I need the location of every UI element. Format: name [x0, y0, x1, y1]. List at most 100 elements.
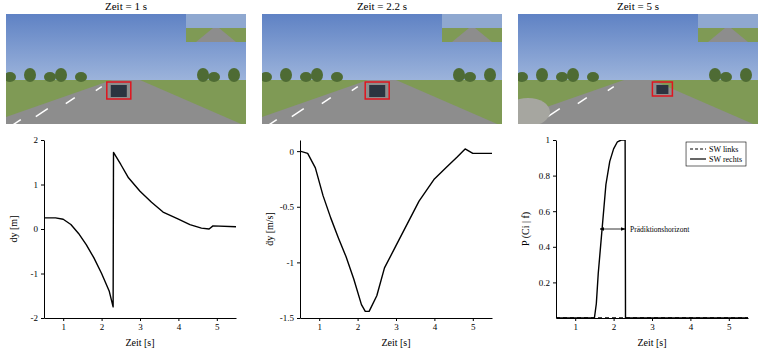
y-tick-mark	[297, 151, 300, 152]
x-tick-label: 4	[433, 322, 438, 332]
y-tick: -1	[287, 258, 301, 268]
x-tick-label: 1	[317, 322, 322, 332]
y-axis-title: dy [m]	[8, 216, 19, 243]
inset-sky	[442, 14, 502, 28]
scene-image	[518, 14, 758, 124]
lane-mark	[6, 120, 21, 124]
x-tick: 1	[61, 318, 65, 332]
tree	[567, 68, 579, 82]
car	[111, 85, 127, 97]
y-axis: -1.5 -1 -0.5 0	[280, 141, 301, 324]
lane-mark	[96, 87, 102, 91]
y-tick-mark	[553, 247, 556, 248]
y-tick-mark	[297, 207, 300, 208]
annotation-arrow	[600, 229, 625, 230]
plot-area	[300, 149, 492, 311]
y-tick: 0	[290, 147, 301, 157]
y-tick-mark	[41, 274, 44, 275]
y-tick-label: 0.8	[539, 171, 551, 181]
y-tick-label: 1	[34, 180, 39, 190]
y-tick-label: -0.5	[280, 202, 295, 212]
y-tick-label: 0.2	[539, 278, 550, 288]
tree	[6, 72, 16, 82]
inset-sky	[698, 14, 758, 28]
y-tick-mark	[553, 140, 556, 141]
y-axis: -2 -1 0 1 2	[31, 135, 45, 323]
inset-road	[708, 28, 748, 42]
y-tick-label: 0.4	[539, 242, 551, 252]
inset-road	[452, 28, 492, 42]
x-tick-mark	[434, 318, 435, 321]
y-tick: 0.6	[539, 207, 556, 217]
tree	[300, 72, 312, 82]
tree	[331, 72, 343, 82]
x-tick-mark	[140, 318, 141, 321]
road	[6, 80, 241, 124]
x-tick: 5	[215, 318, 220, 332]
y-tick-label: -1.5	[280, 313, 295, 323]
tree	[24, 68, 36, 82]
scene-image	[262, 14, 502, 124]
y-tick: 1	[34, 180, 45, 190]
y-tick-label: 0.6	[539, 207, 551, 217]
y-tick: 1	[546, 135, 557, 145]
y-axis: 0.2 0.4 0.6 0.8 1	[539, 135, 557, 318]
inset-road	[196, 28, 236, 42]
x-tick: 2	[612, 318, 617, 332]
tree	[280, 68, 292, 82]
series-line	[300, 149, 492, 311]
detection-box	[107, 82, 131, 99]
series-line	[556, 140, 748, 318]
tree	[518, 72, 528, 82]
car	[369, 85, 385, 97]
x-tick: 4	[689, 318, 694, 332]
x-tick-label: 5	[727, 322, 732, 332]
x-tick: 4	[433, 318, 438, 332]
y-axis-line	[300, 141, 301, 319]
y-tick-label: -1	[31, 269, 39, 279]
lane-mark	[352, 87, 358, 91]
x-tick: 5	[727, 318, 732, 332]
y-tick-mark	[41, 185, 44, 186]
y-tick: 0.4	[539, 242, 556, 252]
y-tick-mark	[297, 262, 300, 263]
y-tick-mark	[41, 229, 44, 230]
y-tick-label: -1	[287, 258, 295, 268]
x-tick-mark	[102, 318, 103, 321]
y-tick-label: 0	[34, 224, 39, 234]
x-tick-mark	[178, 318, 179, 321]
detection-box	[652, 82, 672, 96]
y-axis-line	[556, 141, 557, 319]
legend-key	[690, 148, 706, 149]
legend-label: SW links	[709, 145, 738, 154]
y-tick-label: 2	[34, 135, 39, 145]
tree	[44, 72, 56, 82]
x-tick-mark	[319, 318, 320, 321]
y-tick: -1.5	[280, 313, 300, 323]
x-axis: 12345	[45, 318, 237, 332]
x-tick-label: 1	[573, 322, 578, 332]
x-tick-mark	[614, 318, 615, 321]
inset-ground	[698, 28, 758, 42]
legend-label: SW rechts	[709, 155, 742, 164]
x-tick: 3	[138, 318, 143, 332]
x-tick-mark	[396, 318, 397, 321]
y-tick-mark	[41, 318, 44, 319]
car	[656, 85, 668, 94]
tree	[484, 68, 496, 82]
x-tick: 4	[177, 318, 182, 332]
series-line	[44, 152, 236, 306]
x-axis-title: Zeit [s]	[125, 337, 154, 348]
y-tick: -2	[31, 313, 45, 323]
y-tick: -0.5	[280, 202, 300, 212]
y-axis-line	[44, 141, 45, 319]
x-tick-mark	[729, 318, 730, 321]
x-tick: 2	[356, 318, 361, 332]
inset-sky	[186, 14, 246, 28]
road	[518, 80, 753, 124]
x-axis-title: Zeit [s]	[381, 337, 410, 348]
annotation-text: Prädiktionshorizont	[630, 225, 690, 234]
x-axis: 12345	[301, 318, 493, 332]
y-tick: -1	[31, 269, 45, 279]
tree	[740, 68, 752, 82]
